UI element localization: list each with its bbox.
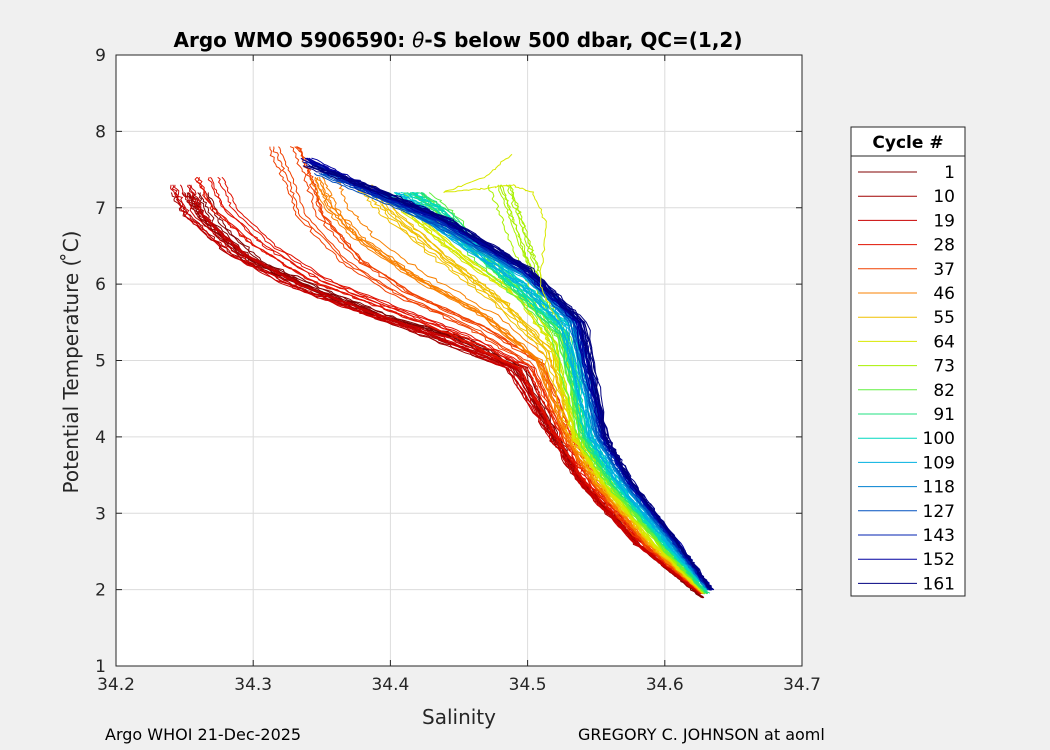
- legend-label-19: 19: [933, 211, 955, 231]
- profile-cycle-161: [306, 165, 712, 590]
- profile-cycle-161: [313, 165, 714, 590]
- legend-items: 1 10 19 28 37 46 55 64 73 82 91 100 109 118 127 143 152 1…: [858, 163, 955, 594]
- profile-cycle-55: [358, 184, 703, 594]
- profile-cycle-73: [487, 184, 707, 594]
- legend-label-10: 10: [933, 187, 955, 207]
- profile-cycle-46: [314, 176, 702, 594]
- profile-cycle-28: [195, 176, 703, 595]
- legend-label-127: 127: [923, 502, 955, 522]
- legend-label-1: 1: [944, 163, 955, 183]
- y-tick-label: 3: [95, 504, 106, 524]
- y-axis-label: Potential Temperature ( ̊C): [59, 231, 83, 494]
- y-tick-label: 4: [95, 428, 106, 448]
- profile-cycle-143: [302, 161, 712, 590]
- profile-cycle-19: [174, 184, 702, 594]
- profile-cycle-64: [381, 192, 704, 594]
- legend-label-118: 118: [923, 478, 955, 498]
- chart-title-suffix: -S below 500 dbar, QC=(1,2): [424, 28, 742, 52]
- profile-cycle-64-excursion: [443, 153, 555, 315]
- x-tick-label: 34.3: [234, 675, 272, 695]
- x-tick-label: 34.4: [371, 675, 409, 695]
- legend-label-37: 37: [933, 260, 955, 280]
- axis-ticks: [115, 54, 803, 667]
- profile-cycle-37: [272, 146, 703, 594]
- y-tick-label: 2: [95, 581, 106, 601]
- legend-label-152: 152: [923, 550, 955, 570]
- chart-title-theta: θ: [412, 28, 424, 52]
- legend-label-109: 109: [923, 453, 955, 473]
- legend-label-91: 91: [933, 405, 955, 425]
- profile-cycle-161: [311, 165, 714, 590]
- legend-label-82: 82: [933, 381, 955, 401]
- tick-labels: 34.2 34.3 34.4 34.5 34.6 34.7 1 2 3 4 5 6 7 8 9: [95, 46, 821, 695]
- profile-cycle-37: [269, 146, 703, 594]
- y-tick-label: 5: [95, 352, 106, 372]
- legend-label-46: 46: [933, 284, 955, 304]
- profile-cycle-55: [354, 184, 705, 594]
- chart-title: Argo WMO 5906590: θ-S below 500 dbar, QC…: [174, 28, 743, 52]
- footer-right: GREGORY C. JOHNSON at aoml: [578, 725, 825, 744]
- legend-box: [850, 126, 966, 597]
- chart-title-prefix: Argo WMO 5906590:: [174, 28, 413, 52]
- x-tick-label: 34.5: [509, 675, 547, 695]
- x-tick-label: 34.6: [646, 675, 684, 695]
- legend-label-64: 64: [933, 332, 955, 352]
- legend-label-143: 143: [923, 526, 955, 546]
- x-tick-label: 34.7: [783, 675, 821, 695]
- legend: Cycle # 1 10 19 28 37 46 55 64 73 82 91 100 109 118 12…: [850, 126, 966, 597]
- y-tick-label: 6: [95, 275, 106, 295]
- footer-left: Argo WHOI 21-Dec-2025: [105, 725, 301, 744]
- legend-title: Cycle #: [872, 133, 943, 153]
- x-tick-label: 34.2: [97, 675, 135, 695]
- profile-cycle-19: [179, 184, 701, 594]
- y-tick-label: 7: [95, 199, 106, 219]
- y-tick-label: 1: [95, 657, 106, 677]
- legend-label-28: 28: [933, 236, 955, 256]
- legend-label-73: 73: [933, 357, 955, 377]
- y-tick-label: 9: [95, 46, 106, 66]
- profile-cycle-55: [366, 184, 704, 594]
- legend-label-100: 100: [923, 429, 955, 449]
- series-lines: [170, 146, 715, 599]
- x-axis-label: Salinity: [422, 705, 496, 729]
- y-tick-label: 8: [95, 122, 106, 142]
- legend-label-161: 161: [923, 574, 955, 594]
- legend-label-55: 55: [933, 308, 955, 328]
